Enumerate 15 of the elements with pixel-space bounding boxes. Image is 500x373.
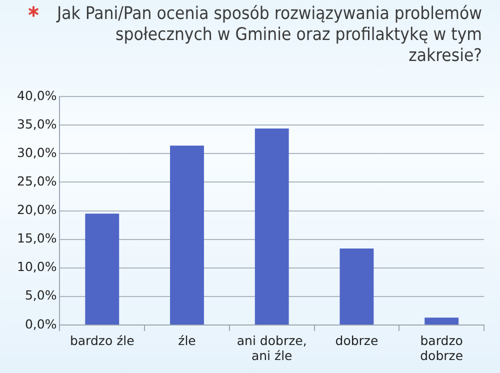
y-tick-label: 30,0%: [16, 144, 57, 160]
x-tick-label: bardzo źle: [70, 332, 135, 348]
chart-title: Jak Pani/Pan ocenia sposób rozwiązywania problemów społecznych w Gminie oraz profilaktykę w tym zakresie?: [55, 4, 482, 67]
x-tick-label: bardzo dobrze: [420, 332, 464, 363]
y-tick-label: 25,0%: [16, 173, 57, 188]
x-tick-label: dobrze: [335, 332, 378, 348]
y-tick-label: 40,0%: [16, 88, 57, 103]
y-tick-label: 35,0%: [16, 116, 57, 132]
y-tick-label: 15,0%: [16, 230, 57, 246]
y-tick-label: 5,0%: [24, 288, 57, 303]
x-tick-label: źle: [178, 332, 196, 348]
y-tick-label: 0,0%: [24, 316, 57, 332]
y-tick-label: 10,0%: [16, 259, 57, 274]
x-tick-label: ani dobrze, ani źle: [236, 332, 307, 363]
y-tick-label: 20,0%: [16, 202, 57, 217]
